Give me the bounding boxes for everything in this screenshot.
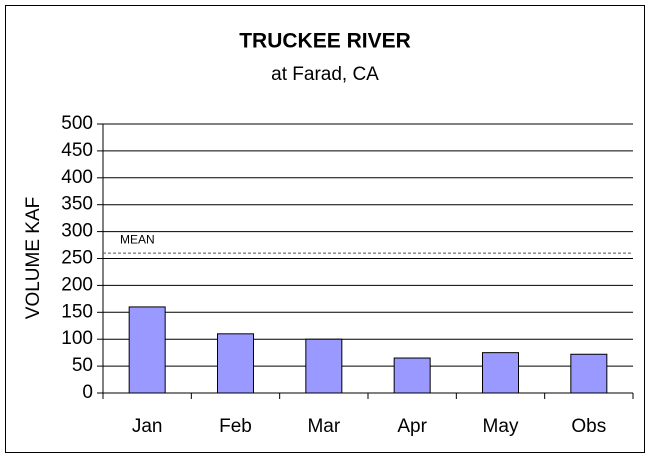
- y-tick-label: 450: [61, 140, 93, 161]
- y-tick-label: 100: [61, 328, 93, 349]
- y-tick-label: 200: [61, 274, 93, 295]
- y-tick-label: 0: [82, 382, 93, 403]
- x-tick-label: May: [483, 416, 519, 437]
- y-tick-label: 500: [61, 113, 93, 134]
- y-tick-label: 250: [61, 248, 93, 269]
- chart-subtitle: at Farad, CA: [271, 64, 379, 85]
- y-tick-label: 350: [61, 194, 93, 215]
- bar: [217, 333, 254, 394]
- bar: [393, 357, 431, 394]
- mean-label: MEAN: [120, 232, 155, 246]
- y-axis-label: VOLUME KAF: [23, 197, 44, 319]
- y-tick-label: 300: [61, 221, 93, 242]
- bar: [128, 306, 166, 394]
- y-tick-label: 400: [61, 167, 93, 188]
- chart-title: TRUCKEE RIVER: [239, 30, 411, 53]
- bar: [570, 353, 608, 394]
- x-tick-label: Mar: [307, 416, 340, 437]
- x-tick-label: Apr: [397, 416, 427, 437]
- y-tick-label: 50: [72, 355, 93, 376]
- bar: [482, 352, 519, 394]
- x-tick-label: Obs: [571, 416, 606, 437]
- x-tick-label: Jan: [132, 416, 163, 437]
- x-tick-label: Feb: [219, 416, 252, 437]
- y-tick-label: 150: [61, 301, 93, 322]
- bar: [305, 338, 343, 394]
